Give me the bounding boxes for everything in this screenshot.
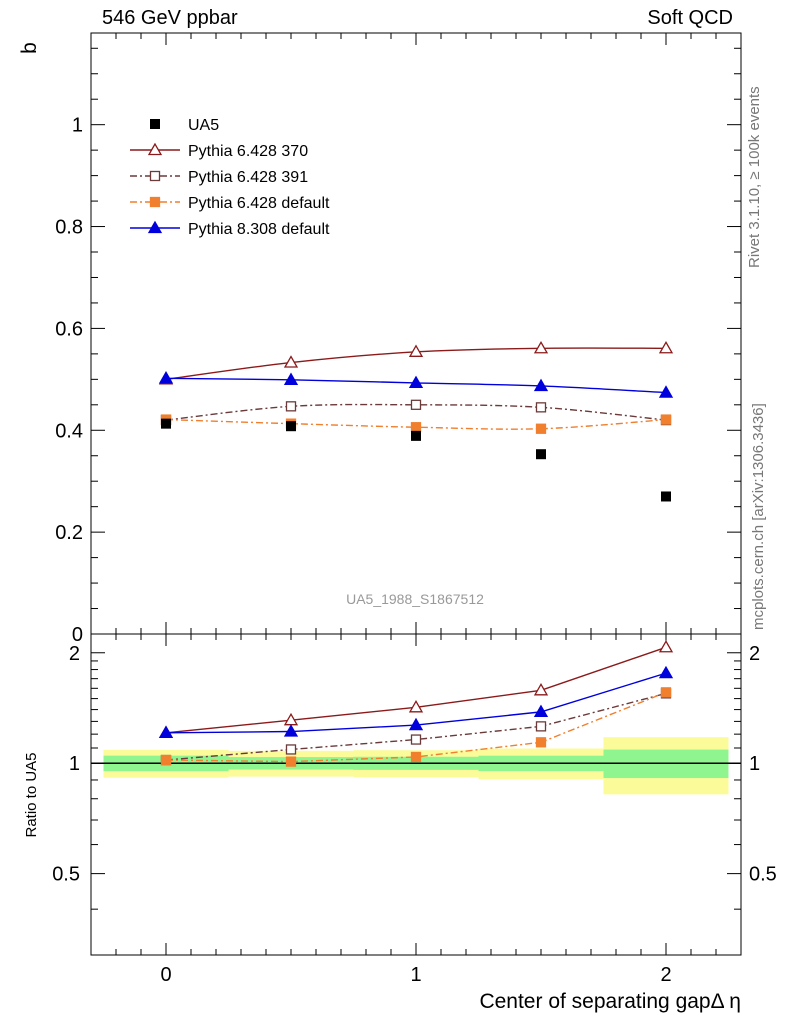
ratio-point-2 bbox=[160, 754, 172, 766]
x-tick-label: 0 bbox=[160, 964, 171, 986]
legend-label: Pythia 6.428 391 bbox=[188, 169, 308, 186]
analysis-id-watermark: UA5_1988_S1867512 bbox=[346, 591, 484, 607]
y-axis-label: b bbox=[18, 42, 41, 54]
data-point bbox=[286, 421, 296, 432]
series-point-3 bbox=[658, 385, 674, 398]
ratio-point-3 bbox=[408, 717, 424, 731]
x-tick-label: 2 bbox=[660, 964, 671, 986]
data-point bbox=[161, 418, 171, 429]
y-tick-label: 1 bbox=[72, 115, 83, 137]
header-energy: 546 GeV ppbar bbox=[102, 7, 238, 29]
series-point-3 bbox=[533, 378, 549, 392]
y-tick-label: 0.6 bbox=[55, 318, 83, 340]
ratio-tick-label-left: 1 bbox=[69, 753, 80, 775]
legend-marker-3 bbox=[147, 220, 163, 234]
legend-marker-0 bbox=[147, 142, 163, 156]
series-point-0 bbox=[658, 340, 674, 354]
legend-marker-1 bbox=[149, 170, 161, 182]
ratio-point-3 bbox=[533, 704, 549, 718]
legend-label: Pythia 8.308 default bbox=[188, 221, 330, 238]
series-point-1 bbox=[410, 399, 422, 410]
ratio-point-0 bbox=[533, 683, 549, 696]
ratio-point-3 bbox=[158, 725, 174, 738]
series-point-1 bbox=[285, 401, 297, 412]
ratio-point-1 bbox=[535, 721, 547, 732]
series-point-3 bbox=[408, 375, 424, 389]
y-tick-label: 0.8 bbox=[55, 217, 83, 239]
ratio-point-3 bbox=[658, 665, 674, 679]
series-point-3 bbox=[283, 372, 299, 385]
legend-marker-2 bbox=[149, 196, 161, 208]
series-point-2 bbox=[410, 422, 422, 433]
data-point bbox=[661, 491, 671, 502]
ratio-point-2 bbox=[535, 737, 547, 748]
series-point-0 bbox=[408, 344, 424, 357]
series-point-2 bbox=[535, 423, 547, 434]
ratio-point-2 bbox=[660, 687, 672, 698]
ratio-plot-frame bbox=[90, 633, 742, 956]
ratio-tick-label-left: 0.5 bbox=[52, 864, 80, 886]
ratio-point-1 bbox=[410, 734, 422, 745]
ratio-tick-label-right: 0.5 bbox=[749, 864, 777, 886]
data-point bbox=[536, 449, 546, 460]
y-tick-label: 0.4 bbox=[55, 420, 83, 442]
legend-marker-data bbox=[150, 119, 160, 129]
ratio-point-2 bbox=[285, 756, 297, 767]
x-tick-label: 1 bbox=[410, 964, 421, 986]
data-point bbox=[411, 430, 421, 441]
ratio-point-3 bbox=[283, 724, 299, 737]
ratio-tick-label-right: 2 bbox=[749, 643, 760, 665]
series-point-1 bbox=[535, 402, 547, 413]
ratio-point-2 bbox=[410, 751, 422, 763]
ratio-tick-label-left: 2 bbox=[69, 643, 80, 665]
series-point-0 bbox=[533, 340, 549, 354]
legend-label: Pythia 6.428 default bbox=[188, 195, 330, 212]
header-process: Soft QCD bbox=[647, 7, 733, 29]
series-point-2 bbox=[660, 414, 672, 425]
ratio-tick-label-right: 1 bbox=[749, 753, 760, 775]
series-point-0 bbox=[283, 355, 299, 368]
x-axis-label: Center of separating gapΔ η bbox=[479, 990, 741, 1013]
y-tick-label: 0.2 bbox=[55, 522, 83, 544]
ratio-point-0 bbox=[658, 639, 674, 653]
ratio-axis-label: Ratio to UA5 bbox=[23, 752, 40, 837]
ratio-point-1 bbox=[285, 744, 297, 755]
ratio-point-0 bbox=[408, 700, 424, 713]
legend-label: Pythia 6.428 370 bbox=[188, 143, 308, 160]
series-point-3 bbox=[158, 371, 174, 384]
legend-label: UA5 bbox=[188, 117, 219, 134]
y-tick-label: 0 bbox=[72, 624, 83, 646]
